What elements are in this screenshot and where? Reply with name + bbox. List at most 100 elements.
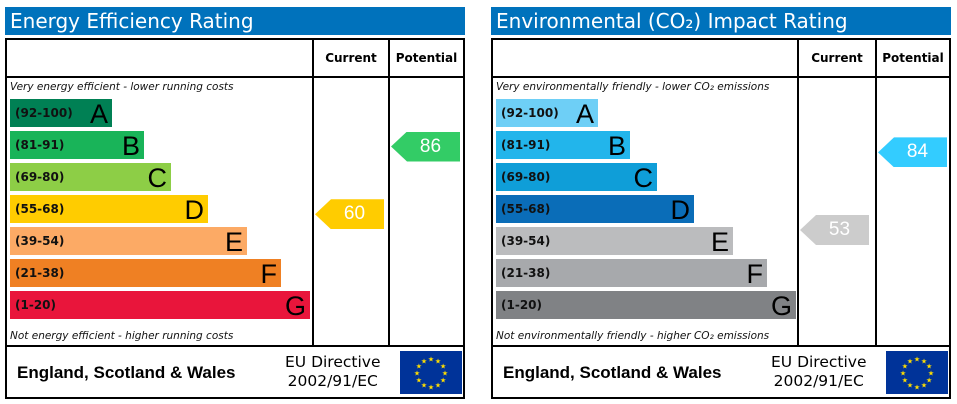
band-range: (21-38): [501, 266, 551, 280]
panel-title: Environmental (CO₂) Impact Rating: [491, 7, 951, 35]
band-b: (81-91) B: [496, 131, 630, 161]
bottom-note: Not environmentally friendly - higher CO…: [496, 330, 770, 342]
band-letter: G: [284, 291, 306, 321]
band-range: (1-20): [501, 298, 542, 312]
band-range: (1-20): [15, 298, 56, 312]
eu-star: ★: [421, 357, 427, 365]
band-range: (39-54): [15, 234, 65, 248]
divider: [312, 40, 314, 347]
eu-directive: EU Directive 2002/91/EC: [285, 353, 381, 391]
header-potential: Potential: [395, 51, 458, 65]
eu-star: ★: [928, 370, 934, 378]
current-rating-arrow: 60: [315, 199, 384, 230]
divider: [7, 345, 463, 347]
header-current: Current: [325, 51, 377, 65]
eu-flag-icon: ★ ★ ★ ★ ★ ★ ★ ★ ★ ★ ★ ★: [400, 351, 462, 394]
eu-star: ★: [440, 377, 446, 385]
band-e: (39-54) E: [496, 227, 733, 257]
eu-star: ★: [900, 370, 906, 378]
band-letter: F: [260, 259, 278, 289]
band-a: (92-100) A: [496, 99, 598, 129]
band-letter: E: [224, 227, 243, 257]
band-letter: B: [607, 131, 626, 161]
band-letter: B: [121, 131, 140, 161]
eu-star: ★: [921, 357, 927, 365]
bottom-note: Not energy efficient - higher running co…: [10, 330, 234, 342]
band-e: (39-54) E: [10, 227, 247, 257]
eu-star: ★: [921, 382, 927, 390]
band-range: (92-100): [15, 106, 73, 120]
band-letter: C: [633, 163, 654, 193]
band-range: (55-68): [501, 202, 551, 216]
eu-star: ★: [421, 382, 427, 390]
band-c: (69-80) C: [496, 163, 657, 193]
band-range: (81-91): [15, 138, 65, 152]
eu-star: ★: [914, 356, 920, 364]
eu-star: ★: [902, 377, 908, 385]
band-range: (81-91): [501, 138, 551, 152]
potential-rating-arrow: 84: [878, 137, 947, 168]
band-g: (1-20) G: [10, 291, 310, 321]
divider: [797, 40, 799, 347]
band-letter: E: [710, 227, 729, 257]
band-letter: D: [184, 195, 205, 225]
divider: [875, 40, 877, 347]
divider: [493, 345, 949, 347]
panel-title: Energy Efficiency Rating: [5, 7, 465, 35]
eu-star: ★: [428, 356, 434, 364]
footer-region: England, Scotland & Wales: [503, 363, 722, 382]
potential-rating-arrow: 86: [391, 131, 460, 162]
band-range: (21-38): [15, 266, 65, 280]
band-f: (21-38) F: [496, 259, 767, 289]
band-letter: F: [746, 259, 764, 289]
band-b: (81-91) B: [10, 131, 144, 161]
eu-star: ★: [926, 363, 932, 371]
eu-star: ★: [428, 384, 434, 392]
header-potential: Potential: [882, 51, 944, 65]
band-letter: G: [770, 291, 792, 321]
band-c: (69-80) C: [10, 163, 171, 193]
band-range: (55-68): [15, 202, 65, 216]
eu-star: ★: [416, 363, 422, 371]
eu-star: ★: [926, 377, 932, 385]
eu-star: ★: [907, 382, 913, 390]
eu-star: ★: [440, 363, 446, 371]
divider: [7, 76, 463, 78]
band-d: (55-68) D: [496, 195, 694, 225]
directive-line-1: EU Directive: [771, 353, 867, 371]
eu-flag-icon: ★ ★ ★ ★ ★ ★ ★ ★ ★ ★ ★ ★: [886, 351, 948, 394]
band-letter: D: [670, 195, 691, 225]
band-g: (1-20) G: [496, 291, 796, 321]
eu-star: ★: [902, 363, 908, 371]
eu-star: ★: [907, 357, 913, 365]
band-d: (55-68) D: [10, 195, 208, 225]
footer-region: England, Scotland & Wales: [17, 363, 236, 382]
eu-star: ★: [442, 370, 448, 378]
eu-star: ★: [914, 384, 920, 392]
directive-line-2: 2002/91/EC: [773, 372, 864, 390]
directive-line-2: 2002/91/EC: [287, 372, 378, 390]
divider: [388, 40, 390, 347]
band-range: (39-54): [501, 234, 551, 248]
rating-table: Current Potential Very energy efficient …: [5, 38, 465, 399]
divider: [493, 76, 949, 78]
directive-line-1: EU Directive: [285, 353, 381, 371]
band-letter: C: [147, 163, 168, 193]
top-note: Very environmentally friendly - lower CO…: [496, 81, 770, 93]
eu-star: ★: [435, 357, 441, 365]
band-letter: A: [575, 99, 594, 129]
band-range: (92-100): [501, 106, 559, 120]
band-f: (21-38) F: [10, 259, 281, 289]
eu-star: ★: [416, 377, 422, 385]
band-letter: A: [89, 99, 108, 129]
band-range: (69-80): [501, 170, 551, 184]
rating-panel-1: Environmental (CO₂) Impact Rating Curren…: [491, 7, 951, 399]
header-current: Current: [811, 51, 863, 65]
rating-table: Current Potential Very environmentally f…: [491, 38, 951, 399]
eu-star: ★: [435, 382, 441, 390]
eu-star: ★: [414, 370, 420, 378]
rating-panel-0: Energy Efficiency Rating Current Potenti…: [5, 7, 465, 399]
top-note: Very energy efficient - lower running co…: [10, 81, 234, 93]
eu-directive: EU Directive 2002/91/EC: [771, 353, 867, 391]
band-a: (92-100) A: [10, 99, 112, 129]
